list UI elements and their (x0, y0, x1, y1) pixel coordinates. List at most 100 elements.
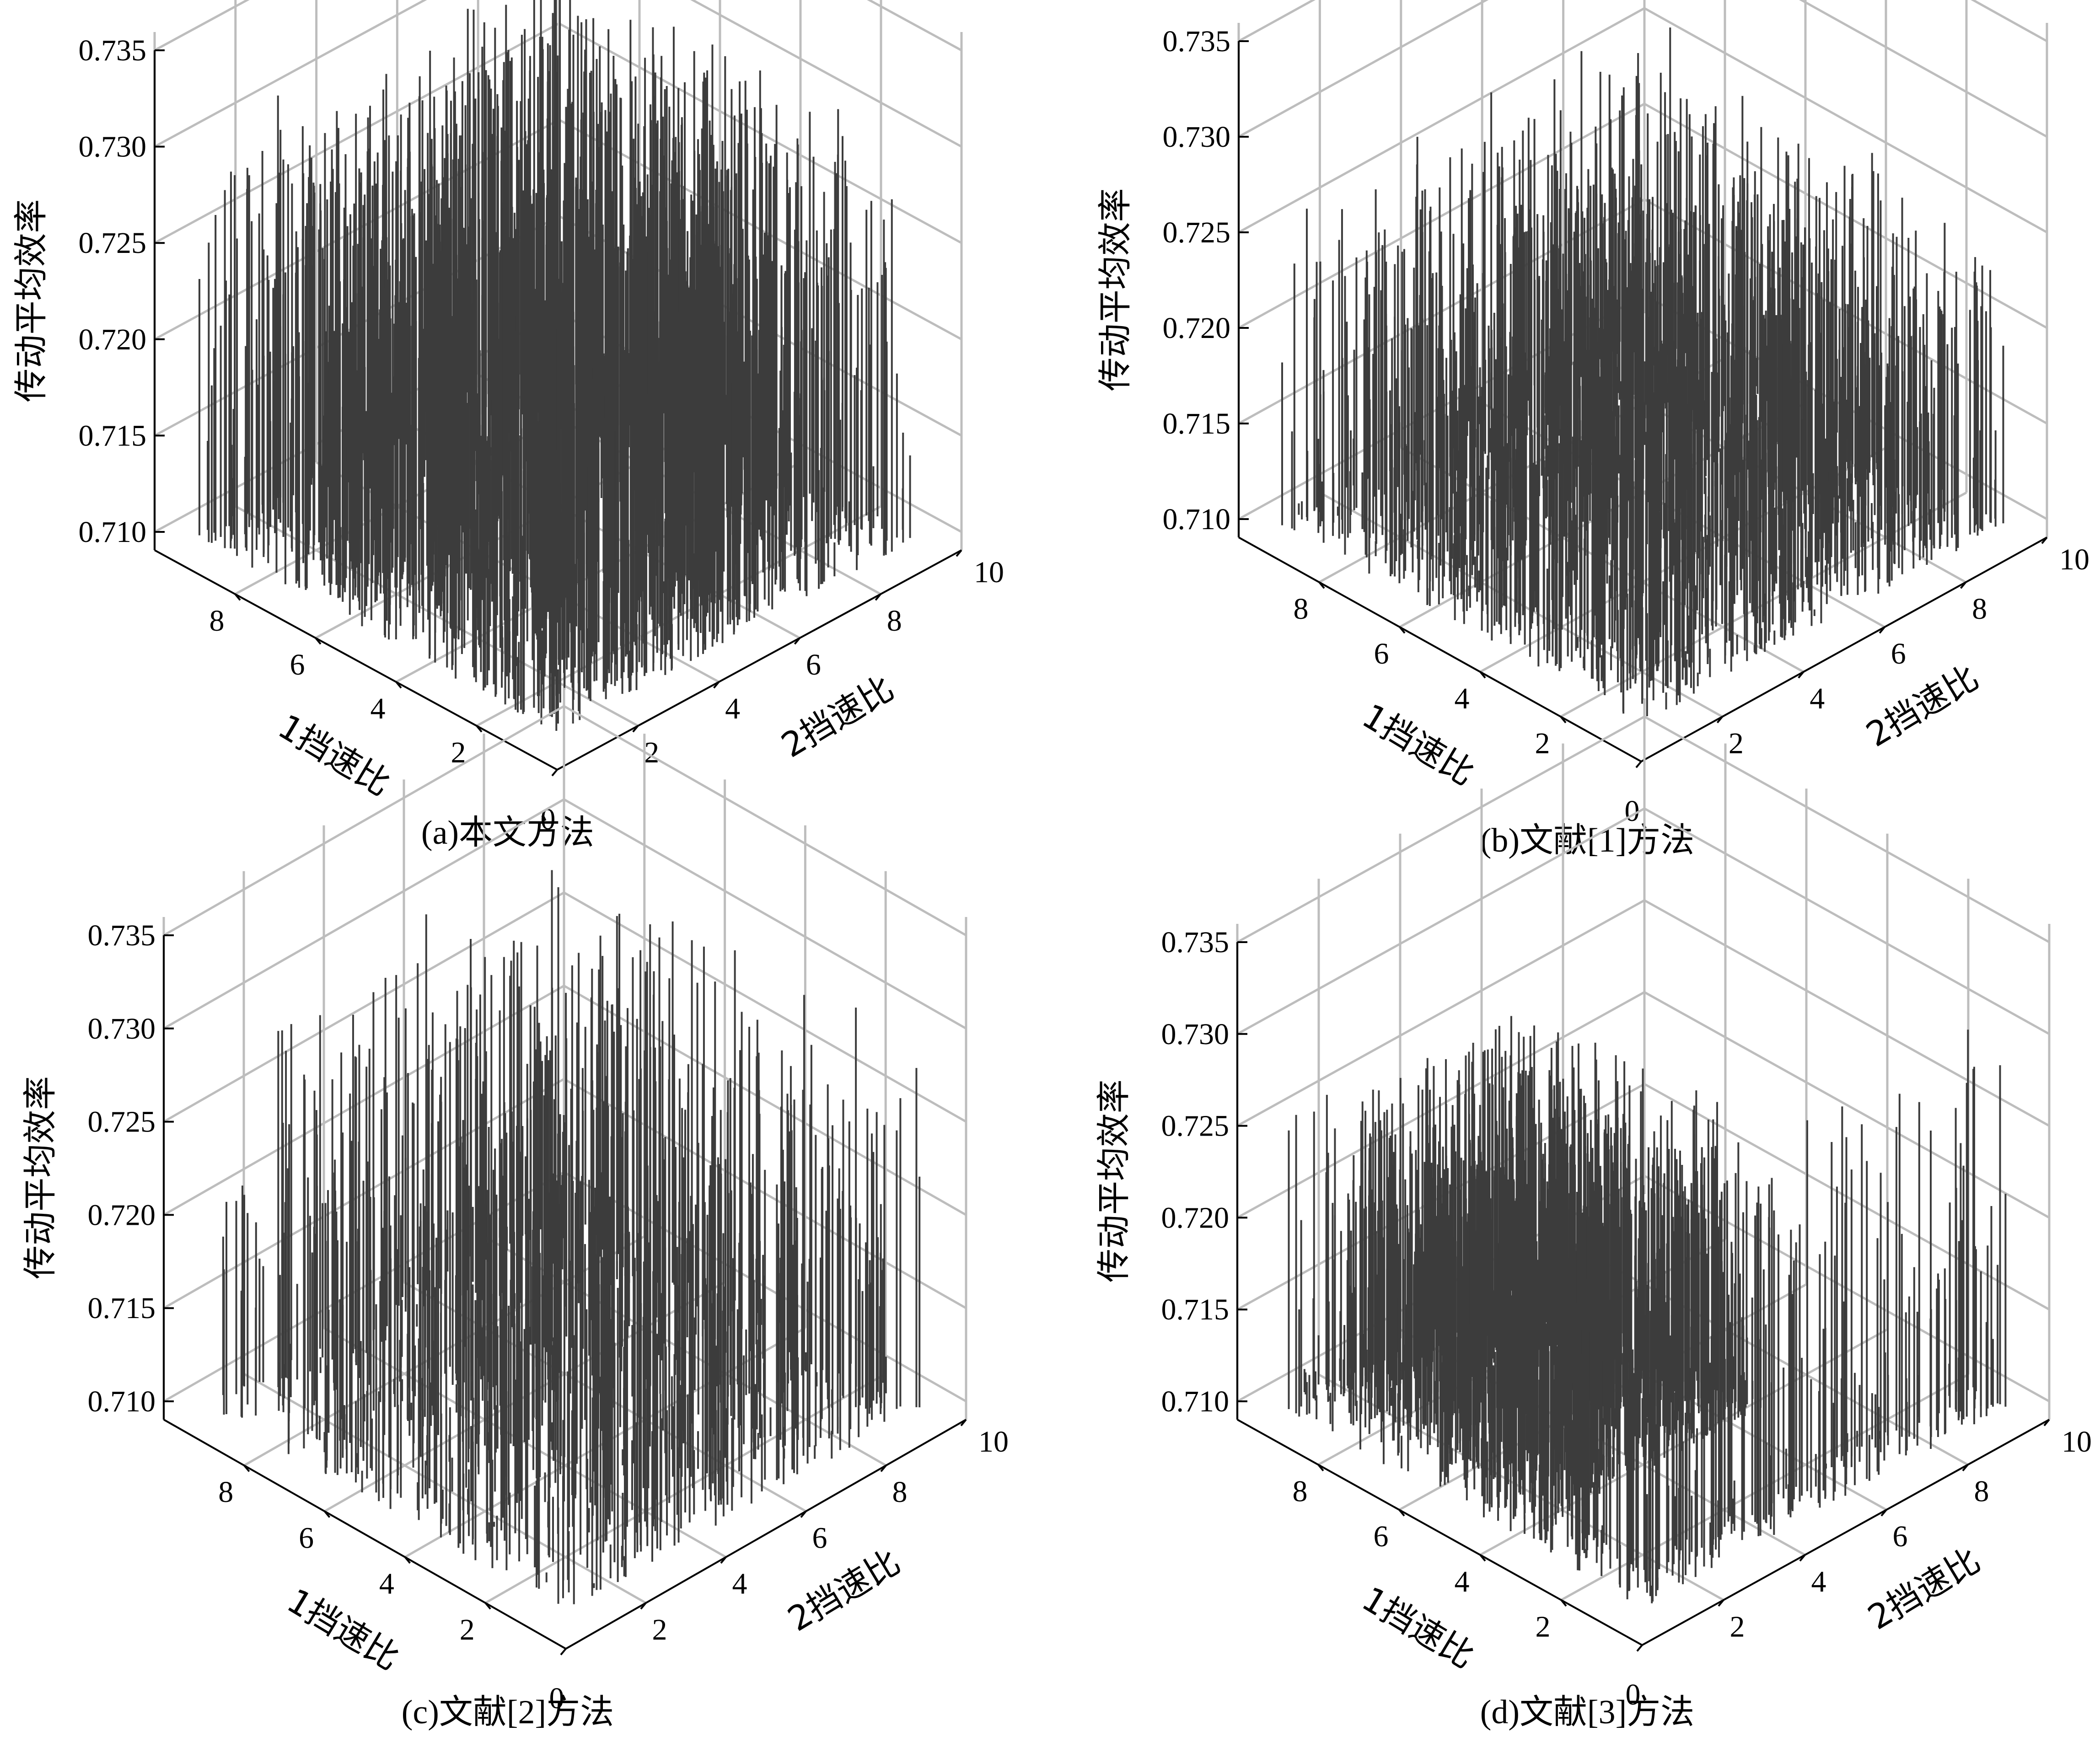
y-tick-mark (640, 1602, 647, 1610)
x-tick-label: 6 (290, 648, 305, 681)
stem-series (1288, 1016, 2007, 1603)
y-tick-label: 2 (1729, 727, 1744, 760)
wall-gridline (163, 798, 967, 1029)
y-tick-mark (875, 593, 881, 601)
stem-series (198, 0, 911, 731)
y-tick-label: 8 (887, 604, 902, 638)
y-tick-label: 4 (1810, 682, 1825, 715)
wall-gridline (1236, 715, 2050, 944)
y-tick-mark (1960, 581, 1967, 589)
y-tick-label: 6 (812, 1521, 827, 1555)
z-axis-title: 传动平均效率 (21, 1076, 60, 1279)
x-tick-label: 2 (1535, 727, 1550, 760)
y-tick-label: 4 (732, 1567, 747, 1601)
x-tick-mark (315, 637, 322, 645)
y-tick-mark (551, 769, 558, 777)
y-tick-mark (1716, 716, 1723, 724)
wall-gridline (1236, 807, 2050, 1035)
x-axis-line (1238, 536, 1642, 762)
z-tick-label: 0.715 (88, 1292, 156, 1325)
z-tick-label: 0.730 (1163, 120, 1231, 154)
y-tick-label: 2 (652, 1613, 667, 1646)
z-tick-label: 0.735 (88, 919, 156, 952)
y-tick-label: 6 (1891, 637, 1906, 670)
y-axis-line (557, 549, 962, 771)
x-tick-mark (1399, 626, 1406, 634)
z-axis-title: 传动平均效率 (11, 199, 51, 402)
x-axis-line (154, 549, 558, 771)
y-tick-label: 8 (1972, 592, 1987, 626)
x-tick-label: 8 (218, 1475, 233, 1509)
z-tick-label: 0.715 (79, 419, 147, 452)
x-axis-line (163, 1419, 566, 1650)
x-tick-mark (1318, 581, 1325, 589)
y-tick-mark (720, 1556, 727, 1564)
y-tick-mark (1879, 626, 1885, 634)
z-tick-label: 0.710 (88, 1385, 156, 1418)
x-tick-mark (234, 593, 241, 601)
x-tick-mark (395, 681, 402, 689)
wall-gridline (1238, 102, 2048, 329)
y-tick-mark (632, 725, 639, 733)
z-tick-label: 0.725 (79, 226, 147, 260)
y-tick-label: 6 (806, 648, 821, 681)
z-tick-label: 0.735 (1163, 25, 1231, 58)
z-tick-label: 0.720 (1163, 311, 1231, 345)
subplot-c: 0.710 0.715 0.720 0.725 0.730 0.735 2 4 6 8 0 2 4 6 8 1… (21, 688, 1009, 1731)
z-tick-label: 0.725 (88, 1105, 156, 1139)
z-tick-label: 0.725 (1163, 216, 1231, 249)
subplot-a: 0.7100.7150.7200.7250.7300.7352468024681… (11, 0, 1004, 852)
stem-series (222, 870, 921, 1604)
z-tick-label: 0.730 (88, 1012, 156, 1046)
y-tick-mark (713, 681, 720, 689)
wall-gridline (1238, 0, 2048, 138)
x-tick-label: 4 (1455, 682, 1470, 715)
x-tick-label: 8 (1294, 592, 1309, 626)
x-tick-label: 8 (209, 604, 225, 638)
subplot-caption: (c)文献[2]方法 (402, 1694, 614, 1731)
wall-gridline (1238, 0, 2048, 43)
stem-series (1281, 27, 2004, 717)
y-tick-label: 10 (978, 1425, 1009, 1458)
z-tick-label: 0.715 (1163, 407, 1231, 440)
axes (154, 49, 962, 777)
y-tick-label: 10 (2059, 543, 2089, 576)
z-tick-label: 0.730 (79, 130, 147, 164)
axes (163, 934, 967, 1656)
y-tick-mark (960, 1419, 967, 1426)
z-tick-label: 0.720 (88, 1198, 156, 1232)
y-tick-mark (880, 1464, 887, 1472)
x-tick-label: 6 (299, 1521, 314, 1555)
x-tick-mark (324, 1511, 331, 1518)
y-tick-mark (560, 1648, 567, 1656)
x-tick-mark (404, 1556, 411, 1564)
x-tick-mark (1479, 671, 1486, 679)
subplot-b: 0.710 0.715 0.720 0.725 0.730 0.735 2 4 6 8 0 2 4 6 8 1… (1096, 0, 2089, 859)
y-tick-mark (956, 549, 962, 557)
x-tick-mark (1560, 716, 1567, 724)
wall-gridline (163, 891, 967, 1123)
z-axis-title: 传动平均效率 (1096, 188, 1135, 391)
x-tick-label: 6 (1374, 637, 1389, 670)
y-axis-line (565, 1419, 967, 1650)
wall-gridline (1238, 7, 2048, 234)
x-tick-label: 2 (460, 1613, 475, 1646)
x-tick-mark (243, 1464, 250, 1472)
y-axis-line (1641, 536, 2047, 762)
wall-gridline (154, 22, 962, 244)
y-tick-mark (1635, 761, 1642, 768)
x-tick-mark (484, 1602, 491, 1610)
y-axis-title: 2挡速比 (775, 668, 901, 765)
wall-gridline (163, 705, 967, 937)
y-tick-label: 10 (974, 556, 1004, 589)
y-axis-title: 2挡速比 (781, 1542, 907, 1639)
wall-gridline (154, 0, 962, 148)
wall-gridline (1236, 899, 2050, 1127)
y-tick-label: 4 (725, 692, 740, 725)
y-tick-mark (2041, 536, 2048, 544)
y-axis-title: 2挡速比 (1859, 658, 1985, 755)
axes (1238, 40, 2048, 768)
y-tick-label: 0 (1625, 794, 1640, 828)
floor-gridline (243, 1373, 647, 1604)
